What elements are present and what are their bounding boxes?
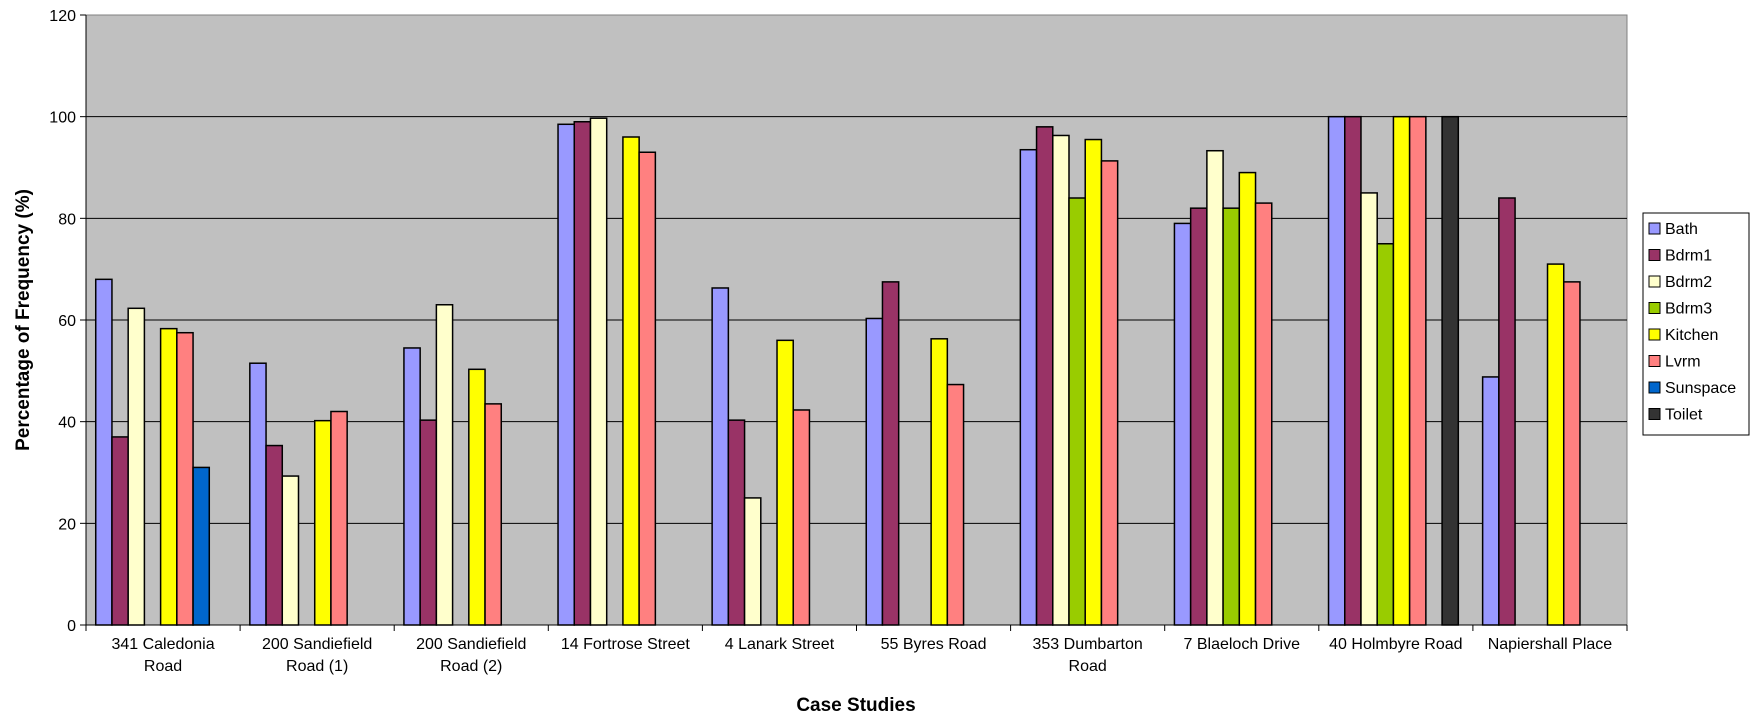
bar-lvrm [176,331,194,626]
legend-label: Bdrm2 [1665,274,1712,291]
legend-label: Bdrm3 [1665,301,1712,318]
bar-bdrm2 [127,307,146,626]
x-tick-label: 353 Dumbarton [1033,636,1143,653]
bar-lvrm [1254,202,1273,626]
bar-lvrm [1562,281,1581,626]
y-tick-label: 100 [49,110,76,127]
legend-swatch [1648,328,1661,341]
bar-kitchen [1546,263,1565,626]
legend-swatch [1648,275,1661,288]
x-tick-label: 7 Blaeloch Drive [1184,636,1301,653]
legend-label: Bdrm1 [1665,248,1712,265]
bar-bdrm2 [281,475,300,626]
x-axis-title: Case Studies [796,695,915,716]
bar-kitchen [313,419,332,626]
x-axis: 341 Caledonia Road 200 Sandiefield Road (1)… [85,624,1628,675]
bar-kitchen [1084,138,1103,626]
bar-bath [711,287,730,626]
bar-bath [1019,148,1038,626]
x-tick-label: Road [144,658,182,675]
bar-bath [1481,376,1500,626]
bar-bdrm3 [1222,207,1241,626]
y-axis-title: Percentage of Frequency (%) [13,189,34,451]
y-tick-label: 120 [49,8,76,25]
legend-box [1642,212,1750,436]
bar-bath [557,123,576,626]
bar-kitchen [159,327,178,626]
x-tick-label: 4 Lanark Street [725,636,835,653]
bar-bath [1173,222,1192,626]
bar-bath [249,362,267,626]
x-tick-label: Road (2) [440,658,502,675]
legend-label: Toilet [1665,407,1703,424]
legend-swatch [1648,249,1661,261]
x-tick-label: 40 Holmbyre Road [1329,636,1462,653]
x-tick-label: 341 Caledonia [111,636,214,653]
bar-kitchen [776,339,794,626]
bar-bdrm1 [1344,115,1362,626]
bar-bdrm1 [881,281,900,626]
bar-kitchen [930,338,949,626]
bar-bdrm1 [419,419,438,626]
bars-group [94,115,1581,626]
x-tick-label: 200 Sandiefield [262,636,372,653]
bar-bath [403,347,421,626]
bar-bdrm2 [1360,192,1378,626]
y-tick-label: 80 [58,211,76,228]
bar-bath [94,278,113,626]
legend-label: Kitchen [1665,327,1718,344]
legend-swatch [1648,381,1661,394]
bar-toilet [1441,115,1460,626]
bar-bdrm1 [727,419,746,626]
legend-label: Sunspace [1665,380,1736,397]
bar-bdrm1 [1035,126,1054,626]
x-tick-label: Road [1069,658,1107,675]
bar-lvrm [330,410,348,626]
bar-bdrm1 [111,436,129,626]
x-tick-label: Napiershall Place [1488,636,1613,653]
y-tick-label: 20 [58,516,76,533]
legend-swatch [1648,302,1661,314]
bar-bdrm2 [743,497,762,626]
bar-bdrm2 [435,304,454,626]
bar-bdrm1 [573,121,592,626]
bar-bath [865,317,884,626]
y-tick-label: 60 [58,313,76,330]
bar-bdrm2 [1052,134,1070,626]
bar-lvrm [1100,160,1119,626]
legend-swatch [1648,408,1661,420]
bar-lvrm [792,409,811,626]
x-tick-label: 200 Sandiefield [416,636,526,653]
legend-label: Bath [1665,221,1698,238]
bar-kitchen [468,368,486,626]
bar-sunspace [192,466,211,626]
legend-swatch [1648,222,1661,235]
bar-lvrm [1408,115,1427,626]
bar-bdrm3 [1068,197,1086,626]
bar-bdrm2 [589,117,608,626]
bar-bath [1327,115,1346,626]
y-axis: 0 20 40 60 80 100 120 [49,8,87,635]
bar-lvrm [946,383,965,626]
bar-lvrm [638,151,657,626]
bar-kitchen [1238,171,1257,626]
bar-lvrm [484,403,503,626]
bar-bdrm1 [1189,207,1208,626]
y-tick-label: 0 [67,618,76,635]
y-tick-label: 40 [58,415,76,432]
legend: Bath Bdrm1 Bdrm2 Bdrm3 Kitchen Lvrm Sunspace To… [1642,212,1750,436]
bar-kitchen [1392,115,1411,626]
x-tick-label: 55 Byres Road [881,636,987,653]
x-tick-label: Road (1) [286,658,348,675]
bar-bdrm1 [1498,197,1516,626]
legend-swatch [1648,355,1661,367]
legend-label: Lvrm [1665,354,1701,371]
bar-bdrm2 [1206,149,1224,626]
x-tick-label: 14 Fortrose Street [561,636,691,653]
bar-bdrm3 [1376,243,1395,626]
bar-bdrm1 [265,444,284,626]
bar-kitchen [622,136,640,626]
